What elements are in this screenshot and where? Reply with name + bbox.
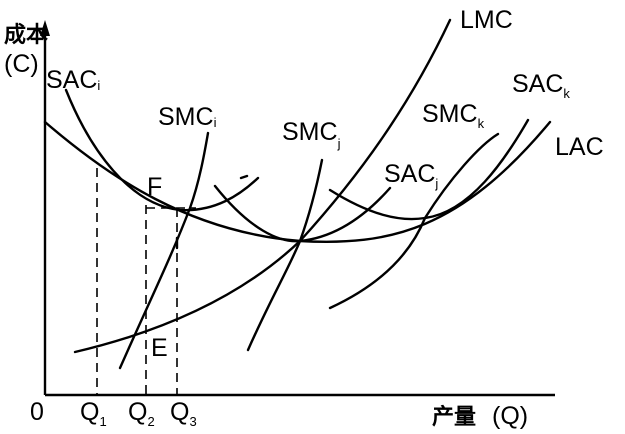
point-f-label: F xyxy=(147,173,162,201)
q1-label: Q1 xyxy=(80,398,107,429)
x-axis-title: 产量 xyxy=(432,405,476,430)
origin-label: 0 xyxy=(30,398,44,426)
sac-i-curve xyxy=(64,88,260,212)
lac-label: LAC xyxy=(555,133,604,161)
smc-k-curve xyxy=(328,132,500,310)
q3-label: Q3 xyxy=(170,398,197,429)
y-axis-title: 成本 xyxy=(4,23,48,48)
sac-j-label: SACj xyxy=(384,160,438,191)
q2-label: Q2 xyxy=(128,398,155,429)
smc-j-label: SMCj xyxy=(282,118,341,151)
y-axis-arrow xyxy=(40,20,50,36)
small-mark xyxy=(239,174,249,180)
sac-k-label: SACk xyxy=(512,70,570,101)
lmc-label: LMC xyxy=(460,6,513,34)
x-axis-unit: (Q) xyxy=(492,402,528,430)
y-axis-unit: (C) xyxy=(4,50,39,78)
smc-j-curve xyxy=(246,158,324,352)
sac-i-label: SACi xyxy=(46,66,100,94)
point-e-label: E xyxy=(151,334,168,362)
smc-i-curve xyxy=(118,131,210,370)
smc-k-label: SMCk xyxy=(422,100,485,131)
smc-i-label: SMCi xyxy=(158,103,217,131)
